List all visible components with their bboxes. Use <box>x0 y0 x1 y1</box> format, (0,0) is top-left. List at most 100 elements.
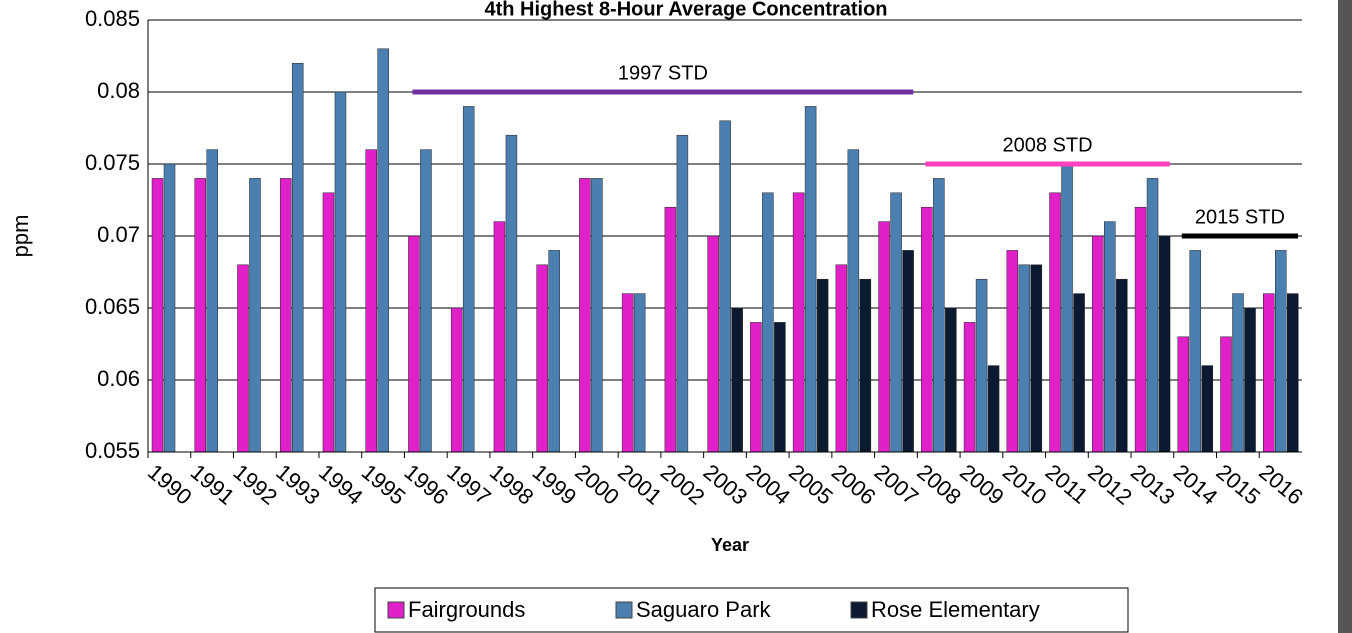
y-tick-label: 0.06 <box>97 366 140 391</box>
bar <box>816 278 829 453</box>
y-tick-label: 0.065 <box>85 294 140 319</box>
bar <box>1201 365 1214 453</box>
x-tick-label: 1991 <box>186 459 240 510</box>
bar <box>878 221 890 453</box>
chart-title: 4th Highest 8-Hour Average Concentration <box>484 0 887 20</box>
side-strip <box>1338 0 1352 633</box>
bar <box>462 106 475 453</box>
bar <box>408 235 420 453</box>
bar <box>1018 264 1031 453</box>
x-tick-label: 2004 <box>741 459 795 510</box>
bar <box>963 322 976 453</box>
bar <box>792 192 805 453</box>
bar <box>1092 235 1104 453</box>
x-tick-label: 2010 <box>998 459 1052 510</box>
bar <box>1275 250 1287 453</box>
x-tick-label: 1997 <box>442 459 496 510</box>
legend-label: Fairgrounds <box>408 597 525 622</box>
bar <box>902 250 914 453</box>
bar <box>1263 293 1275 453</box>
legend-swatch <box>850 601 868 619</box>
x-tick-label: 2009 <box>955 459 1009 510</box>
bar <box>921 206 933 453</box>
legend-swatch <box>615 601 633 619</box>
bar <box>291 62 304 453</box>
x-tick-label: 1990 <box>143 459 197 510</box>
bar <box>249 178 261 453</box>
bar <box>1030 264 1043 453</box>
x-tick-label: 2016 <box>1254 459 1308 510</box>
x-tick-label: 1993 <box>271 459 325 510</box>
bar <box>163 163 176 453</box>
bar <box>762 192 774 453</box>
bar <box>1116 278 1128 453</box>
bar <box>377 48 389 453</box>
bar <box>621 293 634 453</box>
x-tick-label: 1999 <box>528 459 582 510</box>
x-tick-label: 2006 <box>827 459 881 510</box>
y-tick-label: 0.07 <box>97 222 140 247</box>
bar <box>933 178 945 453</box>
bar <box>1158 235 1171 453</box>
bar <box>334 91 347 453</box>
bar <box>731 307 743 453</box>
standard-label: 1997 STD <box>618 62 708 84</box>
bar <box>750 322 762 453</box>
legend-box <box>374 587 1129 633</box>
x-tick-label: 2007 <box>870 459 924 510</box>
standard-label: 2015 STD <box>1195 206 1285 228</box>
bar <box>579 178 591 453</box>
y-tick-label: 0.075 <box>85 150 140 175</box>
bar <box>859 278 872 453</box>
bar <box>1189 250 1202 453</box>
x-tick-label: 1994 <box>314 459 368 510</box>
bar <box>365 149 377 453</box>
bar <box>548 250 560 453</box>
bar <box>835 264 848 453</box>
x-tick-label: 2008 <box>912 459 966 510</box>
bar <box>279 178 292 453</box>
bar <box>1146 178 1159 453</box>
bar <box>664 206 677 453</box>
bar <box>237 264 249 453</box>
x-tick-label: 2015 <box>1212 459 1266 510</box>
x-tick-label: 2011 <box>1041 459 1093 509</box>
bar <box>1287 293 1299 453</box>
bar <box>1134 206 1147 453</box>
bar <box>847 149 860 453</box>
bar <box>1104 221 1116 453</box>
bar <box>1232 293 1244 453</box>
x-tick-label: 1992 <box>229 459 283 510</box>
bar <box>591 178 603 453</box>
bar <box>505 134 518 453</box>
legend-label: Saguaro Park <box>636 597 772 622</box>
bar <box>151 178 164 453</box>
bar <box>1061 163 1073 453</box>
bar <box>194 178 206 453</box>
bar <box>206 149 218 453</box>
bar <box>536 264 548 453</box>
x-tick-label: 1995 <box>357 459 411 510</box>
bar <box>633 293 646 453</box>
bar <box>450 307 463 453</box>
x-tick-label: 2014 <box>1169 459 1223 510</box>
legend-swatch <box>387 601 405 619</box>
bar <box>975 278 988 453</box>
bar <box>1049 192 1061 453</box>
standard-label: 2008 STD <box>1003 134 1093 156</box>
bar <box>1006 250 1019 453</box>
y-tick-label: 0.085 <box>85 6 140 31</box>
y-tick-label: 0.055 <box>85 438 140 463</box>
bar <box>1220 336 1232 453</box>
x-tick-label: 2012 <box>1083 459 1137 510</box>
bar <box>890 192 902 453</box>
x-tick-label: 2005 <box>784 459 838 510</box>
legend-label: Rose Elementary <box>871 597 1040 622</box>
bar <box>1073 293 1085 453</box>
bar <box>945 307 957 453</box>
bar <box>804 106 817 453</box>
x-axis-label: Year <box>711 535 749 555</box>
bar <box>774 322 786 453</box>
x-tick-label: 1996 <box>399 459 453 510</box>
